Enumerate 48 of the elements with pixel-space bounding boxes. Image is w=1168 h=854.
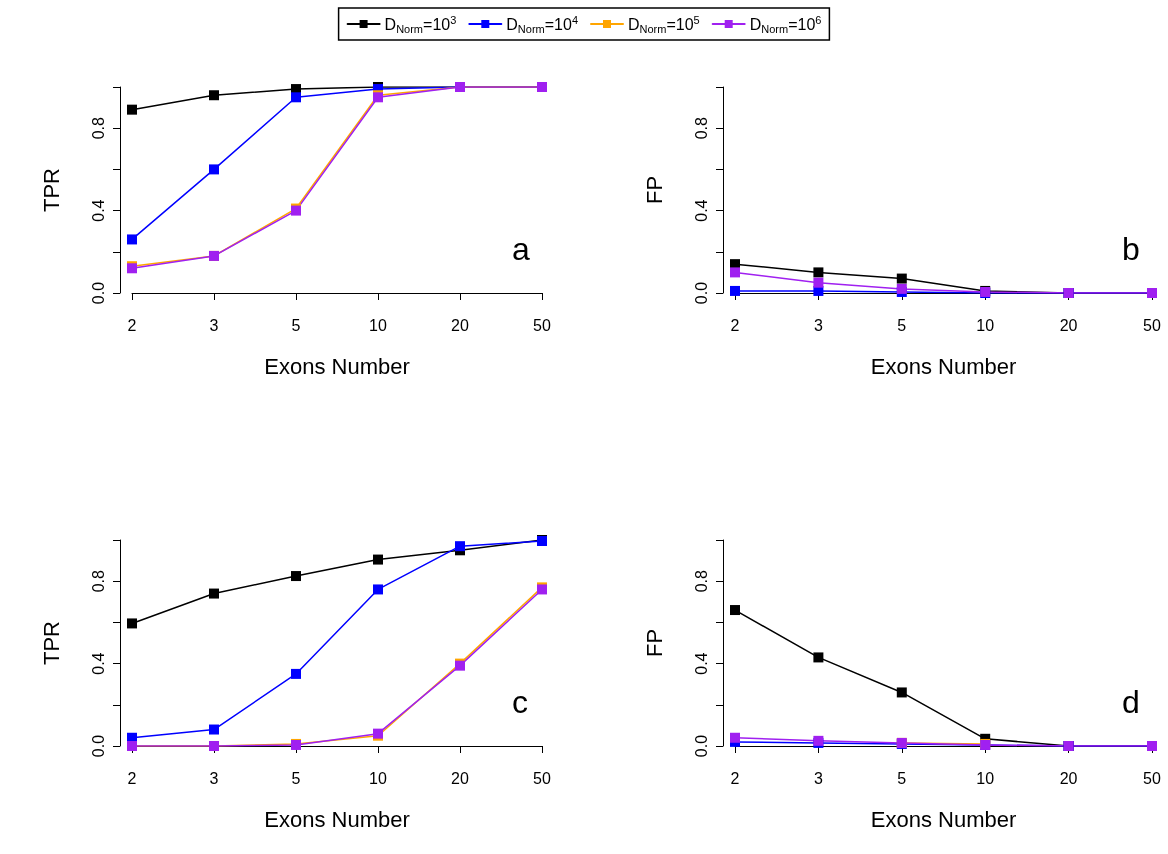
x-tick-label: 3 [209,769,219,787]
annotation: a [512,231,530,267]
y-tick-label: 0.4 [89,652,107,675]
annotation: d [1122,684,1140,720]
x-tick-label: 5 [291,316,301,334]
x-tick-label: 10 [976,769,995,787]
x-axis-title: Exons Number [870,353,1017,379]
y-tick-label: 0.0 [692,281,710,305]
x-tick-label: 2 [127,316,137,334]
y-tick-label: 0.0 [89,734,107,758]
x-tick-label: 5 [291,769,301,787]
annotation: c [512,684,528,720]
x-tick-label: 3 [813,769,823,787]
y-tick-label: 0.4 [692,652,710,675]
x-tick-label: 50 [533,316,551,334]
x-axis-title: Exons Number [870,806,1017,832]
x-tick-label: 20 [1059,316,1078,334]
y-axis-title: FP [641,175,667,205]
x-tick-label: 20 [1059,769,1078,787]
x-tick-label: 2 [127,769,137,787]
x-tick-label: 50 [533,769,551,787]
x-tick-label: 10 [369,316,387,334]
x-tick-label: 10 [369,769,387,787]
y-axis-title: TPR [38,621,64,665]
x-tick-label: 10 [976,316,995,334]
x-tick-label: 5 [897,316,907,334]
x-tick-label: 20 [451,769,469,787]
y-axis-title: FP [641,628,667,658]
x-tick-label: 3 [209,316,219,334]
y-tick-label: 0.0 [89,281,107,305]
x-tick-label: 2 [730,316,740,334]
x-tick-label: 50 [1143,316,1161,334]
y-axis-title: TPR [38,168,64,212]
x-axis-title: Exons Number [264,806,410,832]
y-tick-label: 0.8 [692,569,710,593]
x-tick-label: 3 [813,316,823,334]
y-tick-label: 0.0 [692,734,710,758]
x-tick-label: 5 [897,769,907,787]
y-tick-label: 0.8 [692,116,710,140]
y-tick-label: 0.8 [89,569,107,593]
y-tick-label: 0.8 [89,116,107,140]
x-tick-label: 2 [730,769,740,787]
y-tick-label: 0.4 [89,199,107,222]
x-tick-label: 50 [1143,769,1161,787]
annotation: b [1122,231,1140,267]
x-tick-label: 20 [451,316,469,334]
x-axis-title: Exons Number [264,353,410,379]
y-tick-label: 0.4 [692,199,710,222]
